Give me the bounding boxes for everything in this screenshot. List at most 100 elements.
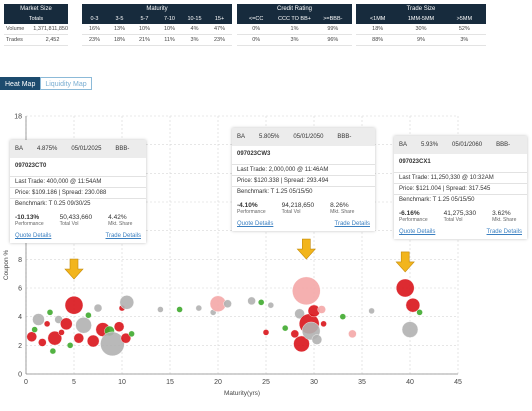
table-cell: 23%: [213, 37, 225, 43]
x-tick-label: 15: [166, 379, 174, 386]
table-cell: 16%: [88, 26, 100, 32]
data-point: [401, 321, 419, 338]
data-point: [320, 320, 327, 328]
rating: BBB-: [115, 146, 130, 152]
highlight-arrow-icon: [296, 238, 316, 260]
trade-details-link[interactable]: Trade Details: [105, 233, 141, 239]
column-header: 7-10: [163, 16, 175, 22]
y-tick-label: 18: [14, 114, 22, 121]
column-header: 1MM-5MM: [407, 16, 435, 22]
performance-value: -6.16%: [399, 210, 420, 217]
trade-details-link[interactable]: Trade Details: [486, 229, 522, 235]
mkt-share-value: 4.42%: [108, 214, 127, 221]
column-header: >=BBB-: [323, 16, 343, 22]
table-cell: 52%: [458, 26, 470, 32]
quote-details-link[interactable]: Quote Details: [237, 221, 274, 227]
table-cell: 99%: [327, 26, 339, 32]
x-tick-label: 5: [72, 379, 76, 386]
y-tick-label: 2: [18, 343, 22, 350]
table-row: 0% 3% 96%: [237, 35, 352, 46]
card-header: BA 5.93% 05/01/2060 BBB-: [394, 136, 527, 154]
data-point: [85, 312, 92, 319]
table-cell: 13%: [113, 26, 125, 32]
cusip: 097023CW3: [237, 151, 271, 157]
data-point: [290, 329, 299, 339]
data-point: [195, 304, 203, 312]
x-tick-label: 0: [24, 379, 28, 386]
data-point: [58, 329, 65, 336]
quote-details-link[interactable]: Quote Details: [399, 229, 436, 235]
column-header: 5-7: [140, 16, 149, 22]
trade-details-link[interactable]: Trade Details: [334, 221, 370, 227]
bond-card: BA 5.93% 05/01/2060 BBB- 097023CX1 Last …: [394, 136, 527, 239]
price-spread: Price: $120.338 | Spread: 293.494: [232, 175, 375, 186]
column-header: 15+: [214, 16, 225, 22]
x-tick-label: 35: [358, 379, 366, 386]
data-point: [49, 347, 57, 355]
cusip: 097023CX1: [399, 159, 431, 165]
x-tick-label: 40: [406, 379, 414, 386]
y-tick-label: 4: [18, 314, 22, 321]
market-size-subheader: Totals: [28, 16, 44, 22]
data-point: [293, 335, 310, 353]
data-point: [368, 307, 375, 315]
table-cell: 88%: [372, 37, 384, 43]
data-point: [113, 321, 125, 332]
data-point: [128, 330, 135, 338]
data-point: [267, 301, 274, 309]
performance-value: -4.10%: [237, 202, 258, 209]
table-cell: 10%: [138, 26, 150, 32]
cusip: 097023CT0: [15, 163, 47, 169]
data-point: [317, 305, 326, 314]
table-row: Trades 2,452: [4, 35, 68, 46]
column-header: >5MM: [456, 16, 473, 22]
tab-heat-map[interactable]: Heat Map: [0, 77, 41, 90]
data-point: [100, 331, 125, 357]
data-point: [119, 295, 135, 310]
mkt-share-value: 8.26%: [330, 202, 349, 209]
benchmark: Benchmark: T 1.25 05/15/50: [394, 194, 527, 205]
data-point: [292, 276, 321, 306]
data-point: [93, 303, 103, 313]
data-point: [120, 332, 132, 344]
performance-label: Performance: [15, 221, 44, 227]
total-vol-value: 50,433,660: [59, 214, 93, 221]
column-header: 0-3: [90, 16, 99, 22]
table-cell: 3%: [460, 37, 469, 43]
quote-details-link[interactable]: Quote Details: [15, 233, 52, 239]
column-header: <=CC: [248, 16, 264, 22]
data-point: [60, 317, 73, 331]
tab-liquidity-map[interactable]: Liquidity Map: [40, 77, 92, 90]
heat-map-chart: 051015202530354045024681012141618Maturit…: [3, 114, 462, 398]
coupon: 5.93%: [421, 142, 439, 148]
benchmark: Benchmark: T 0.25 09/30/25: [10, 198, 146, 209]
bond-card: BA 4.875% 05/01/2025 BBB- 097023CT0 Last…: [10, 140, 146, 243]
maturity-date: 05/01/2025: [71, 146, 102, 152]
data-point: [405, 297, 421, 313]
data-point: [348, 329, 357, 339]
column-header: 3-5: [115, 16, 124, 22]
rating: BBB-: [337, 134, 352, 140]
column-header: 10-15: [187, 16, 202, 22]
data-point: [311, 334, 323, 345]
credit-rating-header: Credit Rating: [237, 4, 352, 14]
highlight-arrow-icon: [64, 258, 84, 280]
credit-rating-table: Credit Rating <=CC CCC TO BB+ >=BBB- 0% 1% 9…: [237, 4, 352, 46]
y-tick-label: 8: [18, 257, 22, 264]
data-point: [26, 331, 37, 342]
table-cell: 4%: [190, 26, 199, 32]
performance-label: Performance: [237, 209, 266, 215]
total-vol-value: 41,275,330: [443, 210, 477, 217]
data-point: [66, 342, 74, 349]
table-cell: 96%: [327, 37, 339, 43]
table-cell: 21%: [138, 37, 150, 43]
market-size-header: Market Size: [4, 4, 68, 14]
table-cell: 18%: [372, 26, 384, 32]
data-point: [47, 330, 62, 346]
total-vol-value: 94,218,650: [281, 202, 315, 209]
data-point: [31, 326, 38, 333]
y-tick-label: 6: [18, 286, 22, 293]
data-point: [396, 278, 415, 298]
total-vol-label: Total Vol: [281, 209, 301, 215]
price-spread: Price: $109.186 | Spread: 230.088: [10, 187, 146, 198]
